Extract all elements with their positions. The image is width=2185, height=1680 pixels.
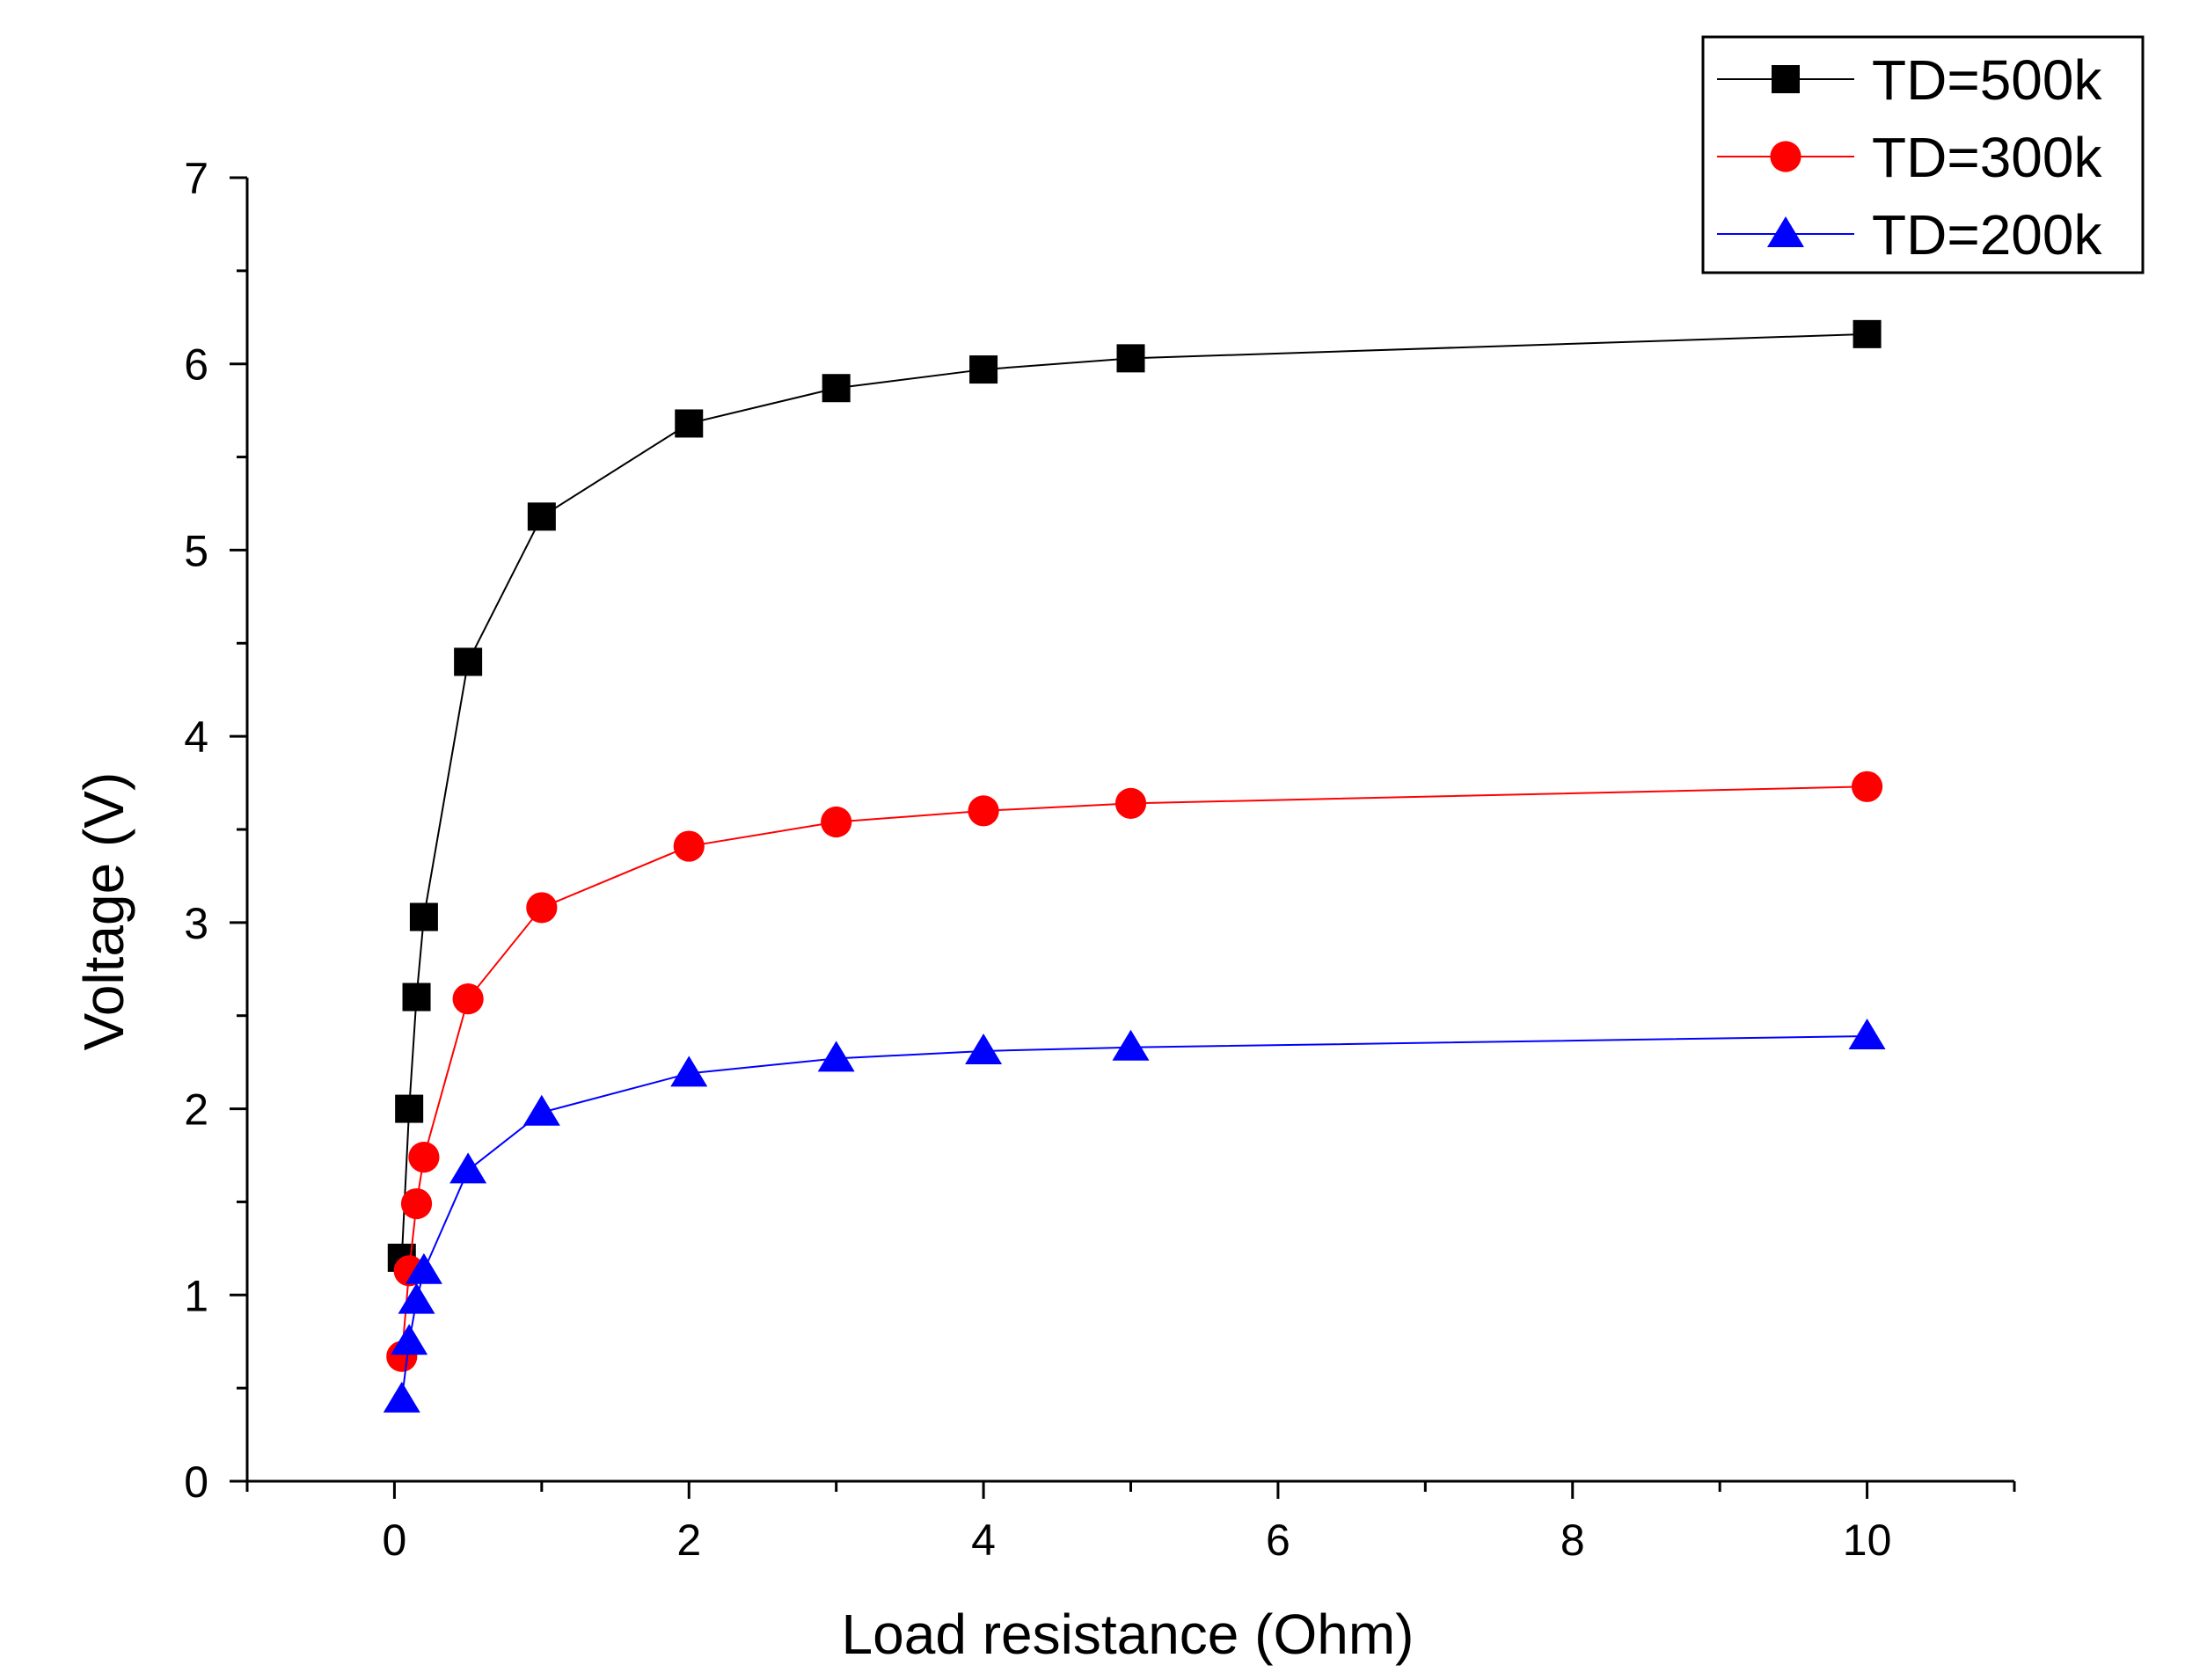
data-point (526, 892, 558, 924)
data-point (395, 1094, 424, 1123)
data-point (402, 982, 431, 1012)
data-point (821, 806, 852, 838)
data-point (822, 374, 851, 403)
data-point (965, 1033, 1003, 1064)
data-point (454, 647, 483, 676)
x-axis-title: Load resistance (Ohm) (842, 1603, 1414, 1666)
data-point (452, 983, 484, 1015)
data-point (383, 1381, 420, 1413)
y-tick-label: 5 (184, 526, 208, 575)
y-tick-label: 0 (184, 1457, 208, 1507)
data-point (527, 502, 556, 531)
data-point (522, 1094, 560, 1126)
y-tick-label: 6 (184, 340, 208, 390)
data-point (1116, 344, 1145, 373)
y-axis-title: Voltage (V) (72, 772, 135, 1051)
data-point (391, 1324, 428, 1355)
data-point (409, 902, 438, 931)
data-point (968, 795, 999, 827)
y-tick-label: 2 (184, 1085, 208, 1135)
legend-label: TD=300k (1872, 126, 2102, 189)
x-tick-label: 2 (676, 1516, 701, 1565)
series-TD=300k (386, 771, 1883, 1372)
data-point (1852, 319, 1882, 348)
y-tick-label: 4 (184, 712, 208, 762)
data-point (405, 1253, 442, 1284)
data-point (1851, 771, 1883, 802)
data-point (1112, 1029, 1150, 1061)
series-line (400, 1035, 1867, 1399)
series-TD=200k (383, 1019, 1886, 1413)
series-TD=500k (387, 319, 1882, 1272)
legend: TD=500k TD=300k TD=200k (1701, 35, 2145, 274)
data-point (449, 1152, 487, 1184)
x-tick-label: 4 (971, 1516, 996, 1565)
legend-marker (1767, 216, 1804, 247)
data-point (1114, 787, 1147, 819)
x-tick-label: 6 (1266, 1516, 1290, 1565)
data-point (400, 1187, 433, 1220)
y-tick-label: 7 (184, 154, 208, 203)
legend-marker (1770, 141, 1801, 172)
y-tick-label: 3 (184, 899, 208, 948)
x-tick-label: 10 (1843, 1516, 1892, 1565)
data-point (675, 409, 704, 438)
legend-label: TD=500k (1872, 48, 2102, 112)
series-line (400, 785, 1867, 1357)
x-tick-label: 0 (383, 1516, 407, 1565)
axes: 0 2 4 6 8 10 0 1 2 3 4 5 6 7 (184, 154, 2016, 1565)
data-point (969, 355, 998, 384)
data-point (673, 830, 705, 862)
data-point (408, 1142, 440, 1173)
series-layer (383, 319, 1886, 1413)
data-point (670, 1055, 708, 1087)
data-point (1848, 1019, 1886, 1050)
x-tick-label: 8 (1560, 1516, 1585, 1565)
y-tick-label: 1 (184, 1271, 208, 1320)
data-point (398, 1282, 435, 1314)
data-point (817, 1041, 855, 1072)
legend-marker (1772, 65, 1800, 93)
legend-label: TD=200k (1872, 203, 2102, 267)
